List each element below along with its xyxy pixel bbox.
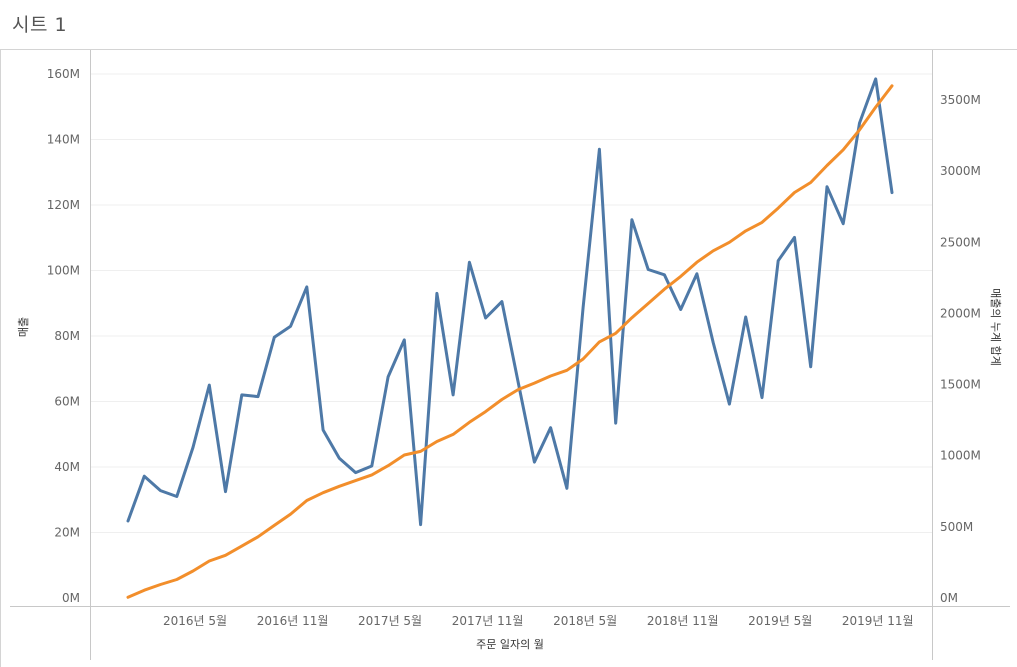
- left-tick-label: 140M: [47, 133, 80, 147]
- right-axis-ticks: 0M 500M 1000M 1500M 2000M 2500M 3000M 3500M: [940, 93, 981, 605]
- right-tick-label: 500M: [940, 520, 973, 534]
- left-axis-ticks: 0M 20M 40M 60M 80M 100M 120M 140M 160M: [47, 67, 80, 605]
- left-tick-label: 120M: [47, 198, 80, 212]
- sheet-title: 시트 1: [12, 14, 68, 36]
- title-divider: [0, 49, 1017, 50]
- x-tick-label: 2016년 11월: [257, 614, 329, 628]
- x-tick-label: 2019년 5월: [748, 614, 812, 628]
- x-axis-title: 주문 일자의 월: [476, 637, 544, 651]
- x-tick-label: 2019년 11월: [842, 614, 914, 628]
- x-tick-label: 2018년 11월: [647, 614, 719, 628]
- left-axis-title: 매출: [17, 317, 30, 337]
- left-tick-label: 160M: [47, 67, 80, 81]
- left-tick-label: 80M: [54, 329, 80, 343]
- cumulative-sales-line: [126, 84, 894, 599]
- left-tick-label: 60M: [54, 395, 80, 409]
- right-axis-title: 매출의 누계 합계: [989, 288, 1002, 366]
- right-tick-label: 1500M: [940, 378, 981, 392]
- right-tick-label: 0M: [940, 591, 958, 605]
- series-layer: [126, 77, 894, 599]
- right-tick-label: 3000M: [940, 164, 981, 178]
- right-tick-label: 3500M: [940, 93, 981, 107]
- x-tick-label: 2018년 5월: [553, 614, 617, 628]
- left-tick-label: 0M: [62, 591, 80, 605]
- left-tick-label: 40M: [54, 460, 80, 474]
- x-tick-label: 2016년 5월: [163, 614, 227, 628]
- left-tick-label: 20M: [54, 526, 80, 540]
- x-axis-ticks: 2016년 5월 2016년 11월 2017년 5월 2017년 11월 2018년 …: [163, 614, 914, 628]
- sales-line: [126, 77, 894, 527]
- gridlines: [90, 73, 932, 533]
- right-tick-label: 2000M: [940, 306, 981, 320]
- x-tick-label: 2017년 11월: [452, 614, 524, 628]
- left-tick-label: 100M: [47, 264, 80, 278]
- x-tick-label: 2017년 5월: [358, 614, 422, 628]
- right-tick-label: 1000M: [940, 449, 981, 463]
- left-border: [0, 49, 1, 667]
- right-tick-label: 2500M: [940, 235, 981, 249]
